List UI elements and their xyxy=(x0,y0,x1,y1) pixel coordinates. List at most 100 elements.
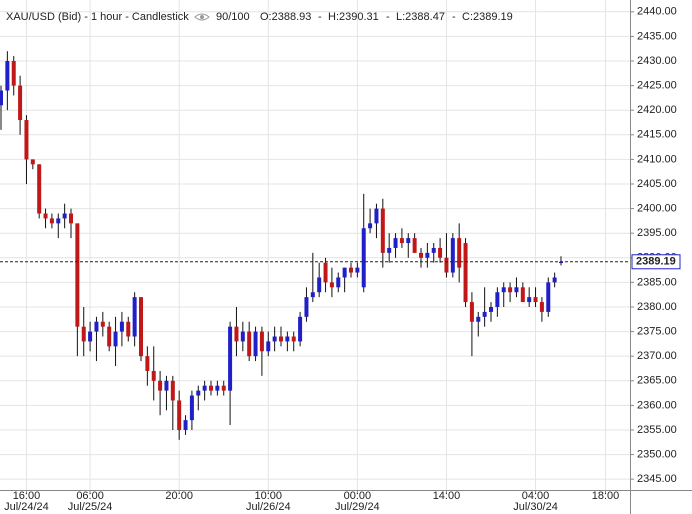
candle-body xyxy=(539,302,544,312)
candle-body xyxy=(425,252,430,258)
candle-body xyxy=(272,336,277,342)
candle-body xyxy=(259,331,264,352)
candle-body xyxy=(559,261,563,264)
y-tick-label: 2360.00 xyxy=(637,399,677,411)
candle-body xyxy=(304,297,309,317)
candle-body xyxy=(69,213,73,224)
candle-body xyxy=(279,336,283,342)
candle-body xyxy=(552,277,557,283)
legend-sep: - xyxy=(386,11,390,23)
candle-body xyxy=(177,400,182,430)
y-tick-label: 2380.00 xyxy=(637,301,677,313)
candle-body xyxy=(30,159,35,165)
eye-icon[interactable] xyxy=(194,13,210,21)
candle-body xyxy=(317,277,322,293)
candle-body xyxy=(361,228,366,288)
candle-body xyxy=(412,238,417,253)
y-tick-label: 2365.00 xyxy=(637,375,677,387)
last-price-label: 2389.19 xyxy=(636,256,676,268)
candle-body xyxy=(482,311,487,317)
y-tick-label: 2370.00 xyxy=(637,350,677,362)
candle-body xyxy=(107,326,112,347)
x-tick-label: 20:00 xyxy=(165,490,193,502)
candle-body xyxy=(501,287,506,293)
x-tick-label: 06:00 xyxy=(76,490,104,502)
candle-body xyxy=(43,213,48,219)
candle-body xyxy=(5,61,10,91)
candle-body xyxy=(355,267,360,273)
x-tick-date: Jul/30/24 xyxy=(513,501,558,513)
candle-body xyxy=(310,292,315,298)
candle-body xyxy=(444,257,449,273)
candle-body xyxy=(11,61,16,86)
candle-body xyxy=(37,164,42,214)
candle-body xyxy=(533,297,538,303)
candle-body xyxy=(368,223,373,229)
candle-body xyxy=(380,208,385,253)
candle-body xyxy=(119,321,124,332)
x-tick-label: 18:00 xyxy=(592,490,620,502)
candle-body xyxy=(183,420,188,430)
y-tick-label: 2345.00 xyxy=(637,473,677,485)
candle-body xyxy=(431,247,436,253)
candle-body xyxy=(164,380,169,391)
candle-body xyxy=(298,316,303,342)
candle-body xyxy=(247,331,252,357)
candle-body xyxy=(62,213,67,219)
candle-body xyxy=(202,385,207,391)
candle-body xyxy=(323,262,328,283)
candle-body xyxy=(476,316,481,322)
legend-high: H:2390.31 xyxy=(328,11,379,23)
y-tick-label: 2405.00 xyxy=(637,178,677,190)
x-tick-date: Jul/26/24 xyxy=(246,501,291,513)
candle-body xyxy=(349,267,353,273)
candle-body xyxy=(0,90,3,106)
candle-body xyxy=(266,341,271,352)
candle-body xyxy=(469,302,474,322)
legend-title: XAU/USD (Bid) - 1 hour - Candlestick xyxy=(6,11,189,23)
y-tick-label: 2410.00 xyxy=(637,153,677,165)
candle-body xyxy=(81,326,86,342)
x-tick-date: Jul/25/24 xyxy=(68,501,113,513)
candle-body xyxy=(329,282,334,288)
y-tick-label: 2435.00 xyxy=(637,30,677,42)
candle-body xyxy=(158,380,163,391)
candle-body xyxy=(285,336,290,342)
candle-body xyxy=(438,247,443,258)
candle-body xyxy=(170,380,175,401)
candle-body xyxy=(387,247,392,253)
candle-body xyxy=(228,326,233,391)
candle-body xyxy=(336,277,341,288)
candle-body xyxy=(126,321,131,337)
y-tick-label: 2420.00 xyxy=(637,104,677,116)
candle-body xyxy=(393,238,398,248)
candle-body xyxy=(24,120,29,160)
candle-body xyxy=(215,385,220,391)
x-tick-date: Jul/29/24 xyxy=(335,501,380,513)
candle-body xyxy=(514,287,519,293)
legend-open: O:2388.93 xyxy=(260,11,311,23)
candle-body xyxy=(253,331,258,357)
candle-body xyxy=(145,356,150,371)
candle-body xyxy=(94,321,99,332)
y-tick-label: 2400.00 xyxy=(637,203,677,215)
candle-body xyxy=(113,331,118,347)
candle-body xyxy=(240,331,245,342)
candle-body xyxy=(399,238,404,244)
x-tick-label: 10:00 xyxy=(255,490,283,502)
candle-body xyxy=(419,252,423,258)
candle-body xyxy=(196,390,201,396)
legend-low: L:2388.47 xyxy=(396,11,445,23)
candle-body xyxy=(234,326,239,342)
last-price-box xyxy=(631,254,681,270)
candle-body xyxy=(75,223,80,327)
candle-body xyxy=(457,238,462,268)
legend-count: 90/100 xyxy=(216,11,250,23)
candle-body xyxy=(139,297,143,357)
legend: XAU/USD (Bid) - 1 hour - Candlestick 90/… xyxy=(6,11,513,23)
y-tick-label: 2425.00 xyxy=(637,80,677,92)
legend-sep: - xyxy=(452,11,456,23)
y-tick-label: 2375.00 xyxy=(637,325,677,337)
candle-body xyxy=(88,331,93,342)
